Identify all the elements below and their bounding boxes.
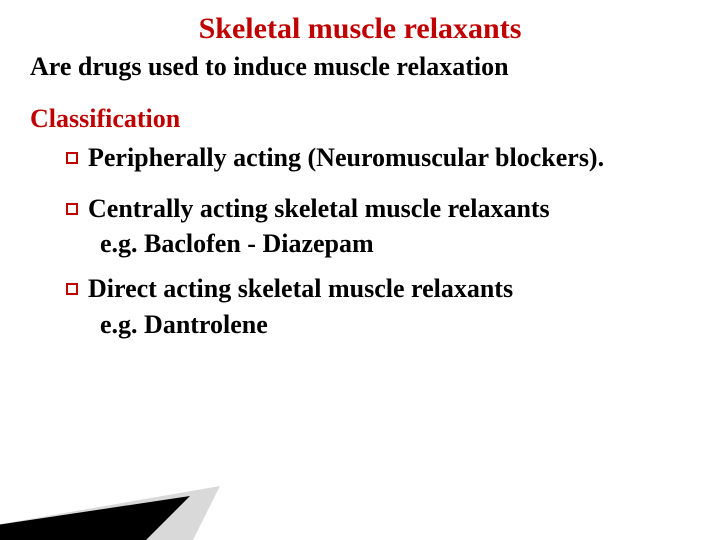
- section-heading: Classification: [30, 104, 690, 134]
- bullet-icon: [66, 203, 78, 215]
- list-item: Peripherally acting (Neuromuscular block…: [66, 142, 690, 175]
- bullet-icon: [66, 283, 78, 295]
- bullet-icon: [66, 152, 78, 164]
- slide-title: Skeletal muscle relaxants: [30, 12, 690, 46]
- item-example: e.g. Dantrolene: [100, 310, 690, 340]
- list-item: Centrally acting skeletal muscle relaxan…: [66, 193, 690, 226]
- item-example: e.g. Baclofen - Diazepam: [100, 229, 690, 259]
- item-label: Centrally acting skeletal muscle relaxan…: [88, 193, 690, 226]
- item-label: Peripherally acting (Neuromuscular block…: [88, 142, 690, 175]
- slide: Skeletal muscle relaxants Are drugs used…: [0, 0, 720, 540]
- item-label: Direct acting skeletal muscle relaxants: [88, 273, 690, 306]
- corner-wedge-dark-icon: [0, 496, 190, 540]
- slide-subtitle: Are drugs used to induce muscle relaxati…: [30, 52, 690, 82]
- list-item: Direct acting skeletal muscle relaxants: [66, 273, 690, 306]
